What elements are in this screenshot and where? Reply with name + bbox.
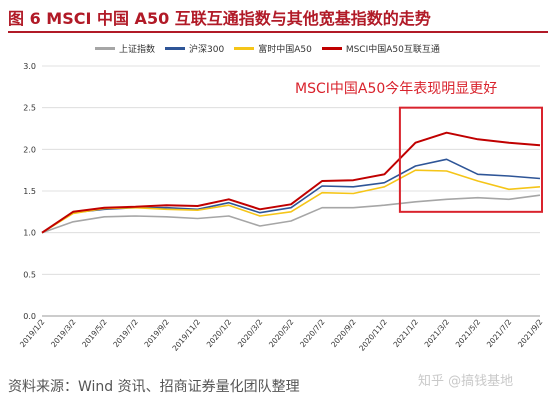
legend-item-hs300: 沪深300 (165, 42, 224, 55)
legend-swatch-shanghai (95, 46, 115, 50)
x-tick-label: 2020/1/2 (205, 317, 234, 349)
figure-title: 图 6 MSCI 中国 A50 互联互通指数与其他宽基指数的走势 (8, 9, 431, 28)
series-line-2 (41, 169, 541, 234)
gridlines (42, 65, 540, 317)
series-line-0 (41, 194, 541, 234)
y-tick-label: 0.0 (23, 312, 36, 321)
y-tick-label: 0.5 (23, 270, 36, 279)
x-axis: 2019/1/2 2019/3/2 2019/5/2 2019/7/2 2019/9/2… (18, 317, 545, 352)
x-tick-label: 2021/1/2 (391, 317, 420, 349)
x-tick-label: 2020/5/2 (267, 317, 296, 349)
legend-label-shanghai: 上证指数 (119, 44, 156, 55)
y-tick-label: 1.5 (23, 187, 36, 196)
y-tick-label: 1.0 (23, 229, 36, 238)
x-tick-label: 2019/1/2 (18, 317, 47, 349)
y-tick-label: 2.0 (23, 145, 36, 154)
source-note: 资料来源：Wind 资讯、招商证券量化团队整理 (8, 379, 300, 395)
series-line-3 (41, 131, 541, 234)
x-tick-label: 2021/9/2 (516, 317, 545, 349)
x-tick-label: 2019/7/2 (111, 317, 140, 349)
legend-item-ftse-a50: 富时中国A50 (234, 42, 312, 55)
x-tick-label: 2020/11/2 (357, 317, 389, 352)
legend-item-shanghai: 上证指数 (95, 42, 155, 55)
series-lines (41, 131, 541, 234)
legend-swatch-ftse-a50 (234, 46, 255, 50)
x-tick-label: 2019/3/2 (49, 317, 78, 349)
x-tick-label: 2020/9/2 (329, 317, 358, 349)
highlight-box (398, 106, 543, 213)
legend-item-msci-a50: MSCI中国A50互联互通 (321, 42, 440, 55)
x-tick-label: 2020/7/2 (298, 317, 327, 349)
x-tick-label: 2019/5/2 (80, 317, 109, 349)
title-rule (8, 31, 548, 33)
x-tick-label: 2020/3/2 (236, 317, 265, 349)
y-tick-label: 2.5 (23, 104, 36, 113)
legend-label-msci-a50: MSCI中国A50互联互通 (345, 44, 440, 55)
watermark: 知乎 @搞钱基地 (418, 374, 514, 389)
legend-swatch-msci-a50 (321, 46, 342, 50)
x-tick-label: 2019/9/2 (142, 317, 171, 349)
x-tick-label: 2021/5/2 (454, 317, 483, 349)
x-tick-label: 2019/11/2 (171, 317, 203, 352)
x-tick-label: 2021/3/2 (423, 317, 452, 349)
legend: 上证指数 沪深300 富时中国A50 MSCI中国A50互联互通 (95, 40, 440, 56)
legend-swatch-hs300 (165, 46, 186, 50)
highlight-annotation: MSCI中国A50今年表现明显更好 (295, 81, 498, 97)
y-tick-label: 3.0 (23, 62, 36, 71)
legend-label-ftse-a50: 富时中国A50 (258, 44, 312, 55)
y-axis: 0.0 0.5 1.0 1.5 2.0 2.5 3.0 (23, 62, 36, 321)
legend-label-hs300: 沪深300 (189, 44, 225, 55)
x-tick-label: 2021/7/2 (485, 317, 514, 349)
